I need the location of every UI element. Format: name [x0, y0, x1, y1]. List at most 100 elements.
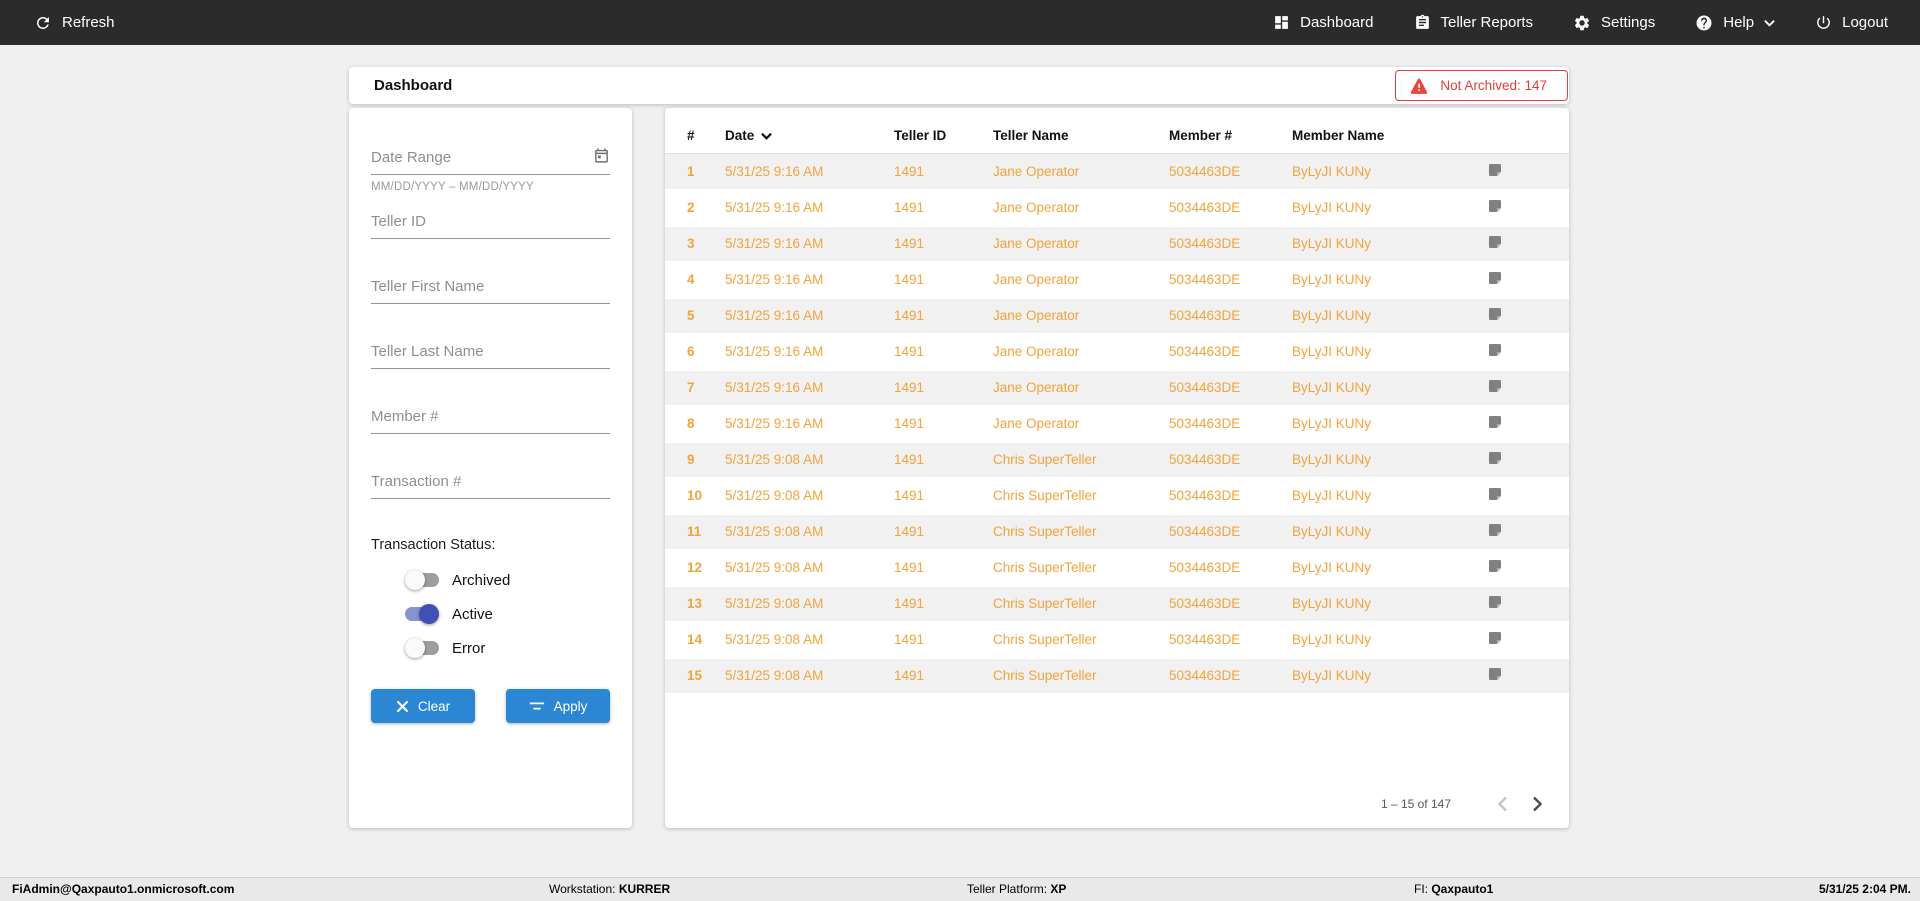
cell-date: 5/31/25 9:16 AM	[725, 200, 824, 215]
teller-id-input[interactable]	[371, 213, 610, 239]
nav-logout[interactable]: Logout	[1815, 14, 1888, 31]
note-icon[interactable]	[1487, 558, 1503, 574]
col-header-member-name: Member Name	[1292, 108, 1487, 154]
table-row[interactable]: 5 5/31/25 9:16 AM 1491 Jane Operator 503…	[665, 297, 1569, 334]
table-row[interactable]: 3 5/31/25 9:16 AM 1491 Jane Operator 503…	[665, 225, 1569, 262]
nav-teller-reports[interactable]: Teller Reports	[1414, 14, 1533, 31]
cell-teller-name: Chris SuperTeller	[993, 632, 1097, 647]
date-range-input[interactable]	[371, 149, 610, 175]
table-row[interactable]: 12 5/31/25 9:08 AM 1491 Chris SuperTelle…	[665, 550, 1569, 586]
nav-dashboard[interactable]: Dashboard	[1273, 14, 1374, 31]
teller-id-field	[371, 213, 610, 239]
power-icon	[1815, 14, 1832, 31]
table-row[interactable]: 10 5/31/25 9:08 AM 1491 Chris SuperTelle…	[665, 478, 1569, 514]
next-page-icon[interactable]	[1532, 796, 1543, 812]
cell-date: 5/31/25 9:08 AM	[725, 668, 824, 683]
note-icon[interactable]	[1487, 162, 1503, 178]
active-switch[interactable]	[405, 604, 439, 624]
clear-button[interactable]: Clear	[371, 689, 475, 723]
cell-row-number: 7	[687, 380, 695, 395]
cell-teller-name: Jane Operator	[993, 380, 1080, 395]
note-icon[interactable]	[1487, 630, 1503, 646]
cell-teller-id: 1491	[894, 236, 925, 251]
note-icon[interactable]	[1487, 486, 1503, 502]
note-icon[interactable]	[1487, 666, 1503, 682]
cell-date: 5/31/25 9:08 AM	[725, 560, 824, 575]
apply-label: Apply	[553, 698, 588, 714]
note-icon[interactable]	[1487, 414, 1503, 430]
cell-row-number: 11	[687, 524, 702, 539]
transaction-number-input[interactable]	[371, 473, 610, 499]
cell-note	[1487, 478, 1569, 514]
note-icon[interactable]	[1487, 306, 1503, 322]
calendar-icon[interactable]	[593, 147, 610, 169]
col-header-date[interactable]: Date	[725, 108, 894, 154]
teller-last-name-input[interactable]	[371, 343, 610, 369]
table-row[interactable]: 11 5/31/25 9:08 AM 1491 Chris SuperTelle…	[665, 513, 1569, 550]
table-body: 1 5/31/25 9:16 AM 1491 Jane Operator 503…	[665, 153, 1569, 694]
note-icon[interactable]	[1487, 594, 1503, 610]
error-switch[interactable]	[405, 638, 439, 658]
table-row[interactable]: 15 5/31/25 9:08 AM 1491 Chris SuperTelle…	[665, 657, 1569, 694]
member-number-input[interactable]	[371, 408, 610, 434]
nav-settings[interactable]: Settings	[1573, 14, 1655, 32]
table-row[interactable]: 4 5/31/25 9:16 AM 1491 Jane Operator 503…	[665, 262, 1569, 298]
table-row[interactable]: 6 5/31/25 9:16 AM 1491 Jane Operator 503…	[665, 334, 1569, 370]
cell-row-number: 14	[687, 632, 703, 647]
refresh-button[interactable]: Refresh	[34, 14, 115, 32]
cell-date: 5/31/25 9:16 AM	[725, 344, 824, 359]
note-icon[interactable]	[1487, 234, 1503, 250]
note-icon[interactable]	[1487, 522, 1503, 538]
previous-page-icon[interactable]	[1497, 796, 1508, 812]
cell-row-number: 3	[687, 236, 695, 251]
cell-member-number: 5034463DE	[1169, 596, 1241, 611]
note-icon[interactable]	[1487, 270, 1503, 286]
cell-note	[1487, 370, 1569, 406]
note-icon[interactable]	[1487, 378, 1503, 394]
toggle-archived[interactable]: Archived	[371, 568, 610, 592]
col-header-member-number: Member #	[1169, 108, 1292, 154]
apply-button[interactable]: Apply	[506, 689, 610, 723]
cell-date: 5/31/25 9:08 AM	[725, 488, 824, 503]
cell-note	[1487, 334, 1569, 370]
cell-member-number: 5034463DE	[1169, 560, 1241, 575]
nav-help[interactable]: Help	[1695, 14, 1775, 32]
table-row[interactable]: 8 5/31/25 9:16 AM 1491 Jane Operator 503…	[665, 406, 1569, 442]
cell-member-name: ByLyJI KUNy	[1292, 416, 1372, 431]
cell-note	[1487, 190, 1569, 226]
cell-member-name: ByLyJI KUNy	[1292, 668, 1372, 683]
teller-first-name-input[interactable]	[371, 278, 610, 304]
table-row[interactable]: 9 5/31/25 9:08 AM 1491 Chris SuperTeller…	[665, 441, 1569, 478]
page-range-label: 1 – 15 of 147	[1380, 797, 1451, 811]
table-row[interactable]: 13 5/31/25 9:08 AM 1491 Chris SuperTelle…	[665, 585, 1569, 622]
note-icon[interactable]	[1487, 198, 1503, 214]
warning-icon	[1410, 78, 1428, 94]
cell-member-number: 5034463DE	[1169, 308, 1241, 323]
teller-platform-status: Teller Platform: XP	[967, 882, 1067, 896]
toggle-active[interactable]: Active	[371, 602, 610, 626]
cell-teller-id: 1491	[894, 560, 925, 575]
toggle-error[interactable]: Error	[371, 636, 610, 660]
logged-in-user: FiAdmin@Qaxpauto1.onmicrosoft.com	[12, 882, 235, 896]
cell-row-number: 6	[687, 344, 695, 359]
not-archived-badge[interactable]: Not Archived: 147	[1395, 70, 1568, 101]
cell-teller-id: 1491	[894, 344, 925, 359]
table-row[interactable]: 1 5/31/25 9:16 AM 1491 Jane Operator 503…	[665, 153, 1569, 190]
transactions-table-card: # Date Teller ID Teller Name Member # Me…	[665, 108, 1569, 828]
cell-note	[1487, 298, 1569, 334]
cell-date: 5/31/25 9:08 AM	[725, 452, 824, 467]
cell-member-name: ByLyJI KUNy	[1292, 272, 1372, 287]
table-row[interactable]: 2 5/31/25 9:16 AM 1491 Jane Operator 503…	[665, 190, 1569, 226]
cell-member-number: 5034463DE	[1169, 452, 1241, 467]
nav-dashboard-label: Dashboard	[1300, 14, 1374, 31]
note-icon[interactable]	[1487, 342, 1503, 358]
navbar-right-group: Dashboard Teller Reports Settings Help L…	[1273, 14, 1888, 32]
cell-member-name: ByLyJI KUNy	[1292, 236, 1372, 251]
note-icon[interactable]	[1487, 450, 1503, 466]
cell-row-number: 12	[687, 560, 703, 575]
table-row[interactable]: 14 5/31/25 9:08 AM 1491 Chris SuperTelle…	[665, 622, 1569, 658]
transaction-number-field	[371, 473, 610, 499]
cell-teller-name: Chris SuperTeller	[993, 452, 1097, 467]
table-row[interactable]: 7 5/31/25 9:16 AM 1491 Jane Operator 503…	[665, 369, 1569, 406]
archived-switch[interactable]	[405, 570, 439, 590]
